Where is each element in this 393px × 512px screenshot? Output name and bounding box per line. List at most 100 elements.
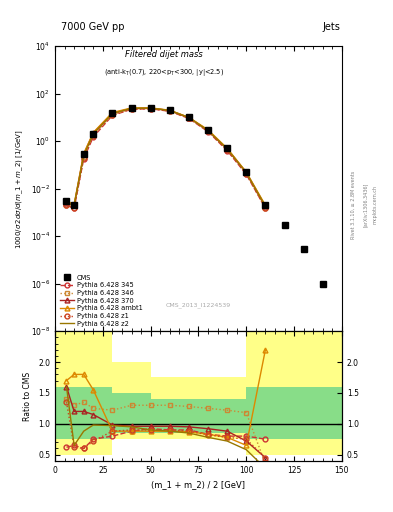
Pythia 6.428 ambt1 <box>72 201 77 207</box>
CMS <box>263 202 268 208</box>
Pythia 6.428 ambt1 <box>206 126 210 133</box>
Text: Jets: Jets <box>322 22 340 32</box>
Pythia 6.428 346 <box>206 128 210 134</box>
Pythia 6.428 370 <box>244 169 249 176</box>
Text: 7000 GeV pp: 7000 GeV pp <box>61 22 125 32</box>
CMS <box>148 105 153 111</box>
Pythia 6.428 z1 <box>187 115 191 121</box>
Pythia 6.428 ambt1 <box>81 151 86 157</box>
Pythia 6.428 ambt1 <box>167 107 172 113</box>
Y-axis label: $1000/\sigma\,2d\sigma/d(m\_1+m\_2)$ [1/GeV]: $1000/\sigma\,2d\sigma/d(m\_1+m\_2)$ [1/… <box>15 129 25 249</box>
CMS <box>301 246 306 252</box>
Text: Filtered dijet mass: Filtered dijet mass <box>125 50 203 59</box>
Pythia 6.428 z1 <box>206 128 210 134</box>
Text: Rivet 3.1.10, ≥ 2.8M events: Rivet 3.1.10, ≥ 2.8M events <box>351 170 356 239</box>
Text: [arXiv:1306.3436]: [arXiv:1306.3436] <box>363 183 368 227</box>
Pythia 6.428 z1 <box>129 106 134 112</box>
Pythia 6.428 345 <box>225 147 230 154</box>
Pythia 6.428 370 <box>129 105 134 112</box>
Line: Pythia 6.428 346: Pythia 6.428 346 <box>64 106 268 210</box>
Pythia 6.428 z1 <box>110 112 115 118</box>
Pythia 6.428 346 <box>167 108 172 114</box>
Pythia 6.428 345 <box>91 134 95 140</box>
Pythia 6.428 z2 <box>110 111 115 117</box>
Pythia 6.428 346 <box>148 105 153 112</box>
Pythia 6.428 z2 <box>81 153 86 159</box>
CMS <box>282 222 287 228</box>
X-axis label: (m_1 + m_2) / 2 [GeV]: (m_1 + m_2) / 2 [GeV] <box>151 480 246 489</box>
Pythia 6.428 z1 <box>91 133 95 139</box>
Pythia 6.428 345 <box>110 113 115 119</box>
Line: Pythia 6.428 ambt1: Pythia 6.428 ambt1 <box>64 105 268 208</box>
Pythia 6.428 346 <box>91 132 95 138</box>
Pythia 6.428 z1 <box>263 205 268 211</box>
Pythia 6.428 370 <box>187 115 191 121</box>
Pythia 6.428 ambt1 <box>244 169 249 175</box>
CMS <box>72 202 77 208</box>
Pythia 6.428 370 <box>64 200 69 206</box>
Pythia 6.428 z2 <box>91 131 95 137</box>
Pythia 6.428 346 <box>225 146 230 153</box>
Pythia 6.428 z2 <box>263 203 268 209</box>
Pythia 6.428 346 <box>110 112 115 118</box>
Line: Pythia 6.428 z2: Pythia 6.428 z2 <box>66 108 265 206</box>
Pythia 6.428 z2 <box>72 202 77 208</box>
Pythia 6.428 345 <box>187 115 191 121</box>
Pythia 6.428 ambt1 <box>91 130 95 136</box>
Line: Pythia 6.428 345: Pythia 6.428 345 <box>64 106 268 210</box>
CMS <box>81 151 86 157</box>
Pythia 6.428 370 <box>167 108 172 114</box>
Pythia 6.428 z2 <box>148 105 153 111</box>
Pythia 6.428 ambt1 <box>64 198 69 204</box>
CMS <box>244 169 249 175</box>
Pythia 6.428 ambt1 <box>148 105 153 111</box>
Pythia 6.428 z2 <box>64 200 69 206</box>
Pythia 6.428 346 <box>81 154 86 160</box>
Pythia 6.428 ambt1 <box>225 145 230 152</box>
Pythia 6.428 345 <box>148 105 153 112</box>
Pythia 6.428 346 <box>72 203 77 209</box>
Pythia 6.428 ambt1 <box>129 105 134 111</box>
Pythia 6.428 z2 <box>187 115 191 121</box>
Pythia 6.428 370 <box>206 127 210 134</box>
CMS <box>167 107 172 113</box>
Pythia 6.428 346 <box>187 115 191 121</box>
Pythia 6.428 345 <box>81 156 86 162</box>
Text: mcplots.cern.ch: mcplots.cern.ch <box>373 185 378 224</box>
CMS <box>110 110 115 116</box>
Pythia 6.428 z1 <box>225 147 230 153</box>
Legend: CMS, Pythia 6.428 345, Pythia 6.428 346, Pythia 6.428 370, Pythia 6.428 ambt1, P: CMS, Pythia 6.428 345, Pythia 6.428 346,… <box>58 273 144 328</box>
Pythia 6.428 z2 <box>206 127 210 134</box>
Pythia 6.428 346 <box>263 204 268 210</box>
Pythia 6.428 z2 <box>129 105 134 112</box>
Pythia 6.428 370 <box>110 110 115 116</box>
Text: CMS_2013_I1224539: CMS_2013_I1224539 <box>166 303 231 308</box>
Pythia 6.428 z1 <box>244 171 249 177</box>
Pythia 6.428 346 <box>129 105 134 112</box>
Pythia 6.428 370 <box>91 130 95 136</box>
Text: (anti-k$_\mathregular{T}$(0.7), 220<p$_\mathregular{T}$<300, |y|<2.5): (anti-k$_\mathregular{T}$(0.7), 220<p$_\… <box>104 68 224 78</box>
Line: Pythia 6.428 370: Pythia 6.428 370 <box>64 105 268 209</box>
Pythia 6.428 345 <box>206 129 210 135</box>
Pythia 6.428 ambt1 <box>110 110 115 116</box>
CMS <box>225 145 230 152</box>
CMS <box>64 198 69 204</box>
Pythia 6.428 370 <box>148 105 153 111</box>
Pythia 6.428 345 <box>72 205 77 211</box>
Line: Pythia 6.428 z1: Pythia 6.428 z1 <box>64 106 268 210</box>
Pythia 6.428 370 <box>81 151 86 157</box>
Pythia 6.428 z1 <box>64 202 69 208</box>
Pythia 6.428 370 <box>263 203 268 209</box>
Pythia 6.428 345 <box>167 108 172 114</box>
Pythia 6.428 z2 <box>225 146 230 152</box>
Pythia 6.428 z1 <box>81 155 86 161</box>
CMS <box>187 114 191 120</box>
Pythia 6.428 345 <box>129 106 134 112</box>
Pythia 6.428 ambt1 <box>263 202 268 208</box>
Pythia 6.428 370 <box>225 145 230 152</box>
Pythia 6.428 345 <box>263 205 268 211</box>
Pythia 6.428 345 <box>64 202 69 208</box>
Pythia 6.428 346 <box>64 202 69 208</box>
Line: CMS: CMS <box>64 105 325 286</box>
Pythia 6.428 370 <box>72 202 77 208</box>
